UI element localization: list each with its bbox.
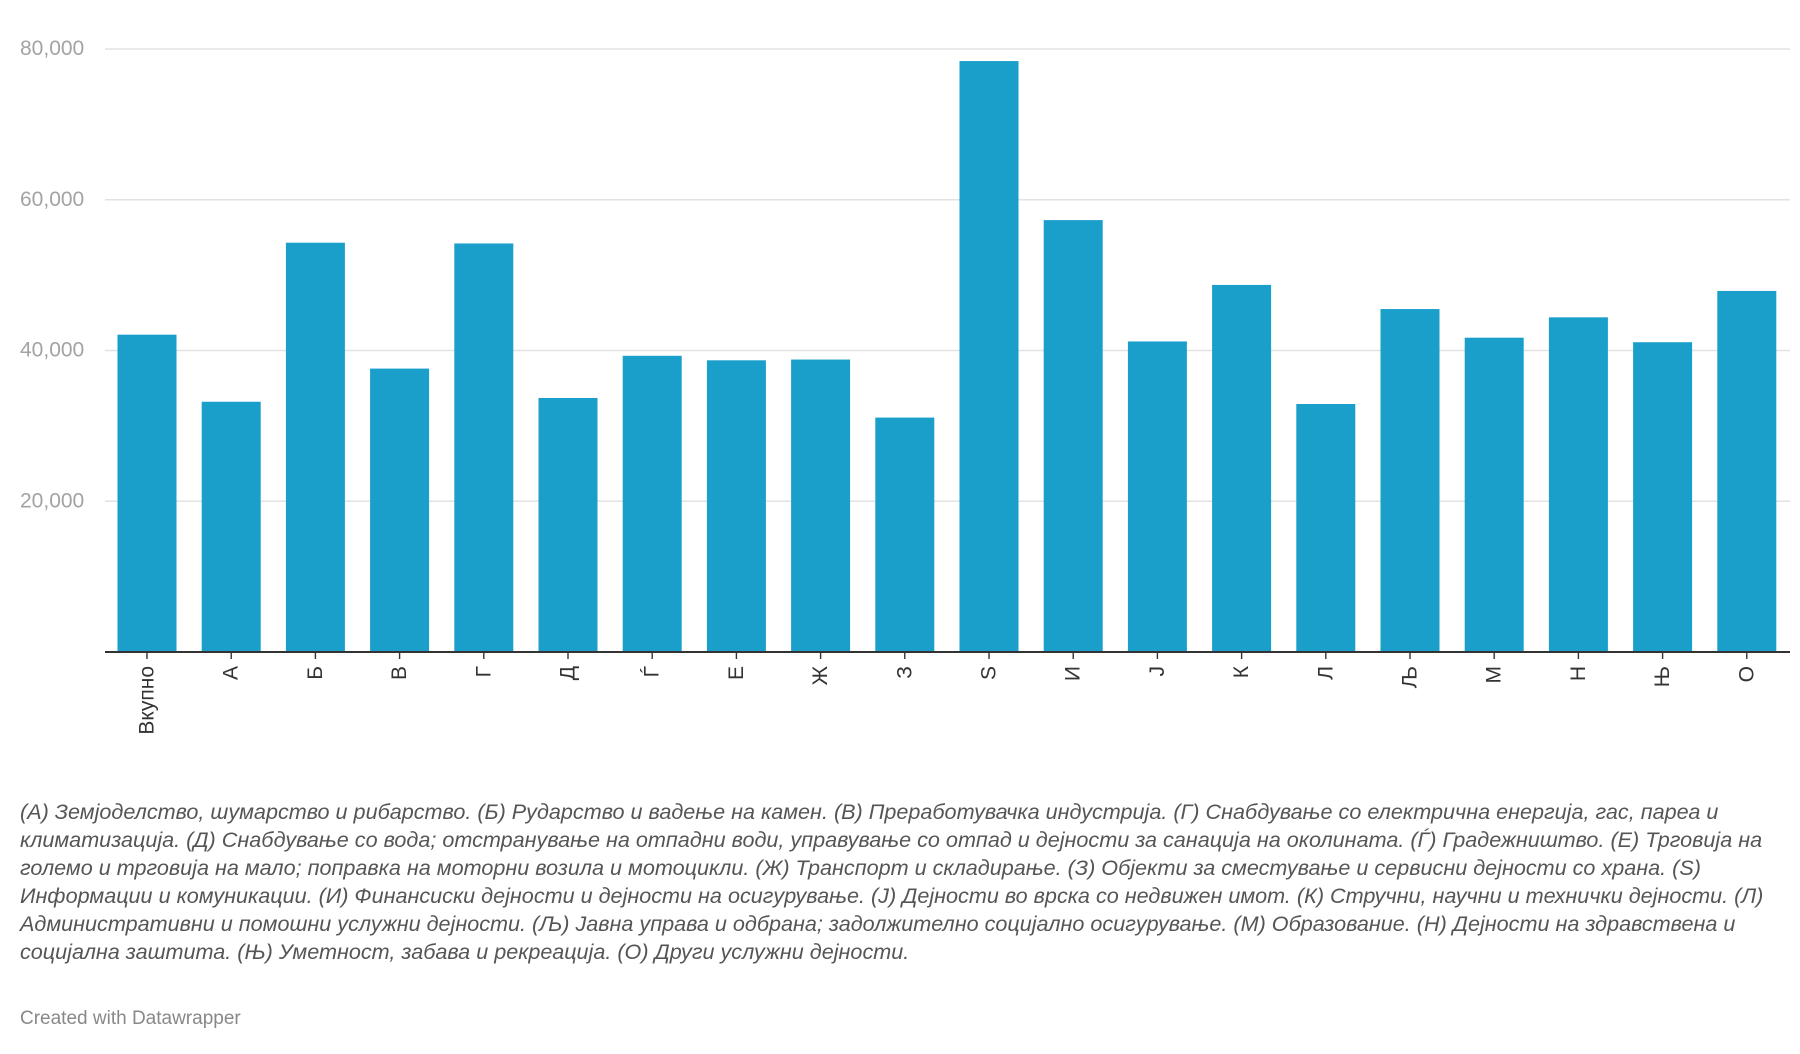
gridlines: 20,000 40,000 60,000 80,000 [20, 37, 1790, 512]
y-tick-label: 40,000 [20, 339, 84, 362]
bar [791, 359, 851, 652]
bar [1464, 337, 1524, 652]
bar [538, 397, 598, 652]
y-tick-label: 20,000 [20, 489, 84, 512]
bar [370, 368, 430, 652]
bar [1633, 342, 1693, 652]
bar [706, 360, 766, 652]
x-tick-label: Ж [809, 665, 832, 685]
x-tick-label: Г [472, 666, 495, 677]
bar [201, 401, 261, 652]
x-tick-label: В [388, 666, 411, 680]
x-tick-label: И [1062, 666, 1085, 681]
bar [117, 334, 177, 652]
x-tick-label: М [1483, 666, 1506, 684]
x-tick-label: Ѓ [641, 666, 664, 677]
bar [1380, 309, 1440, 652]
bar [875, 417, 935, 652]
bar [454, 243, 514, 652]
bar [622, 355, 682, 652]
y-tick-label: 80,000 [20, 37, 84, 60]
bar [1717, 290, 1777, 652]
x-tick-label: Е [725, 666, 748, 680]
x-tick-label: О [1735, 666, 1758, 682]
x-axis: Вкупно А Б В Г Д Ѓ Е Ж З S И Ј К Л Љ М Н Њ О [105, 651, 1790, 735]
x-tick-label: Њ [1651, 666, 1674, 687]
bar [959, 61, 1019, 653]
bar-chart: 20,000 40,000 60,000 80,000 Вкупно А Б В Г Д Ѓ Е Ж З… [20, 37, 1790, 735]
x-tick-label: Вкупно [136, 666, 159, 735]
credit-line: Created with Datawrapper [20, 1008, 241, 1029]
x-tick-label: Б [304, 666, 327, 680]
x-tick-label: Л [1314, 666, 1337, 680]
x-tick-label: З [893, 666, 916, 679]
bar [1296, 404, 1356, 652]
bar [1548, 317, 1608, 652]
x-tick-label: Љ [1399, 666, 1422, 688]
y-tick-label: 60,000 [20, 188, 84, 211]
chart-notes: (А) Земјоделство, шумарство и рибарство.… [20, 799, 1764, 964]
bar [285, 242, 345, 652]
x-tick-label: Д [557, 666, 580, 680]
x-tick-label: Ј [1146, 666, 1169, 677]
x-tick-label: S [978, 666, 1001, 680]
x-tick-label: Н [1567, 666, 1590, 681]
bar [1043, 220, 1103, 652]
x-tick-label: К [1230, 665, 1253, 678]
bar [1212, 284, 1272, 652]
x-tick-label: А [220, 666, 243, 680]
bars [117, 61, 1777, 653]
bar [1127, 341, 1187, 652]
